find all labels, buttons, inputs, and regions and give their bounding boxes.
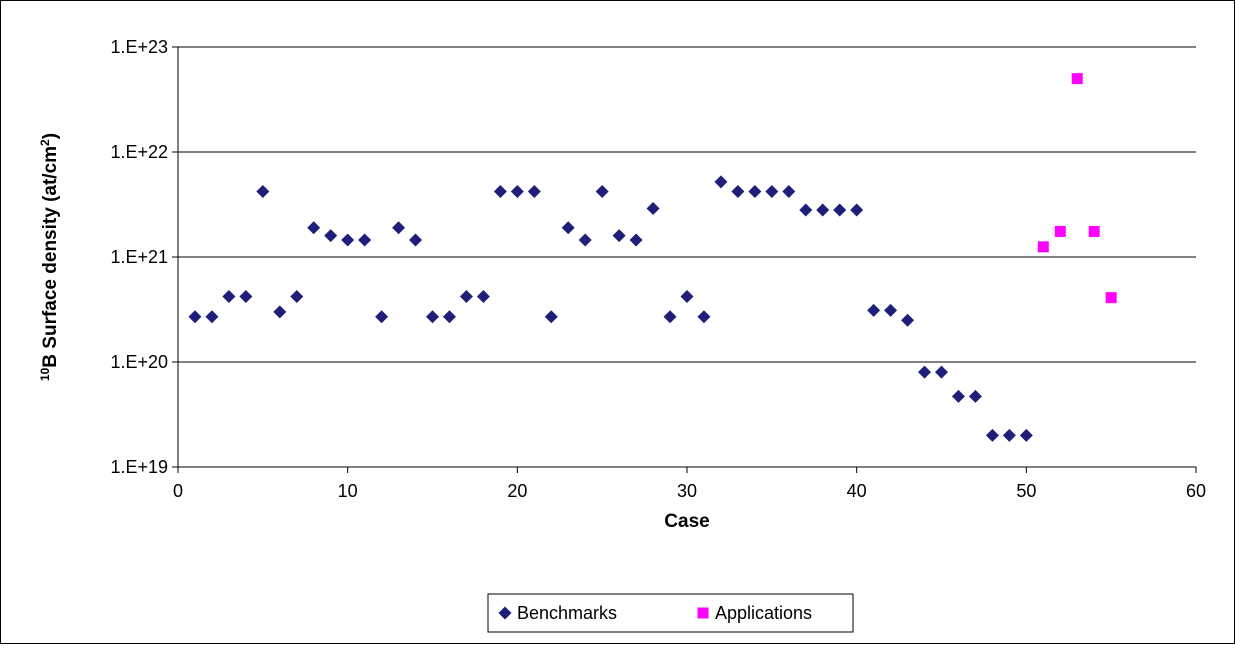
benchmarks-point (239, 290, 253, 304)
benchmarks-point (188, 310, 202, 324)
gridlines (178, 46, 1196, 363)
benchmarks-point (629, 233, 643, 247)
y-tick-label: 1.E+19 (110, 457, 168, 477)
legend-item-benchmarks: Benchmarks (498, 603, 617, 623)
benchmarks-point (222, 290, 236, 304)
x-tick-label: 30 (677, 481, 697, 501)
benchmarks-point (731, 185, 745, 199)
benchmarks-point (748, 185, 762, 199)
benchmarks-point (765, 185, 779, 199)
benchmarks-point (409, 233, 423, 247)
benchmarks-point (205, 310, 219, 324)
benchmarks-point (935, 365, 948, 379)
benchmarks-point (680, 290, 694, 304)
y-axis-title-main: B Surface density (at/cm (40, 146, 61, 368)
benchmarks-point (358, 233, 372, 247)
y-tick-label: 1.E+23 (110, 37, 168, 57)
benchmarks-point (612, 229, 626, 243)
benchmarks-point (527, 185, 541, 199)
legend: Benchmarks Applications (487, 593, 854, 633)
benchmarks-point (307, 221, 321, 235)
legend-label-benchmarks: Benchmarks (517, 603, 617, 623)
legend-marker-benchmarks (498, 606, 512, 620)
benchmarks-point (273, 305, 287, 319)
legend-label-applications: Applications (715, 603, 812, 623)
benchmarks-point (1019, 428, 1033, 442)
benchmarks-point (324, 229, 338, 243)
benchmarks-point (442, 310, 456, 324)
benchmarks-point (799, 203, 813, 217)
benchmarks-point (426, 310, 439, 324)
x-tick-label: 60 (1186, 481, 1206, 501)
axes: 1.E+19 1.E+20 1.E+21 1.E+22 1.E+23 0 10 20 30 40 5… (110, 37, 1206, 501)
y-axis-title-unit-exp: 2 (38, 139, 52, 146)
benchmarks-point (968, 389, 982, 403)
benchmarks-point (901, 313, 915, 327)
y-axis-title-prefix: 10 (38, 367, 52, 381)
benchmarks-point (375, 310, 389, 324)
x-tick-label: 10 (338, 481, 358, 501)
benchmarks-point (867, 303, 881, 317)
legend-marker-applications (697, 607, 709, 619)
benchmarks-point (782, 185, 796, 199)
legend-box (487, 593, 854, 633)
y-tick-label: 1.E+21 (110, 247, 168, 267)
data-points (188, 73, 1117, 442)
benchmarks-point (476, 290, 490, 304)
benchmarks-point (663, 310, 677, 324)
benchmarks-point (816, 203, 830, 217)
benchmarks-point (697, 310, 711, 324)
x-tick-label: 20 (507, 481, 527, 501)
applications-point (1088, 225, 1100, 237)
y-tick-label: 1.E+20 (110, 352, 168, 372)
benchmarks-point (561, 221, 575, 235)
benchmarks-point (918, 365, 932, 379)
x-tick-label: 0 (173, 481, 183, 501)
y-axis-title-close: ) (40, 133, 61, 139)
benchmarks-point (850, 203, 864, 217)
x-tick-label: 40 (847, 481, 867, 501)
benchmarks-point (493, 185, 507, 199)
benchmarks-point (459, 290, 473, 304)
benchmarks-point (646, 201, 660, 215)
benchmarks-point (985, 428, 999, 442)
benchmarks-point (392, 221, 406, 235)
benchmarks-point (290, 290, 304, 304)
applications-point (1037, 241, 1049, 253)
benchmarks-point (884, 303, 898, 317)
benchmarks-point (1002, 428, 1016, 442)
legend-item-applications: Applications (697, 603, 812, 623)
x-tick-label: 50 (1016, 481, 1036, 501)
y-axis-title: 10B Surface density (at/cm2) (38, 133, 61, 381)
y-tick-label: 1.E+22 (110, 142, 168, 162)
applications-point (1071, 73, 1083, 85)
benchmarks-point (341, 233, 355, 247)
benchmarks-point (256, 185, 270, 199)
benchmarks-point (510, 185, 524, 199)
benchmarks-point (578, 233, 592, 247)
benchmarks-point (714, 175, 728, 189)
x-axis-title: Case (664, 511, 709, 532)
benchmarks-point (951, 389, 965, 403)
applications-point (1105, 292, 1117, 304)
legend-items: Benchmarks Applications (498, 603, 812, 623)
benchmarks-point (833, 203, 847, 217)
benchmarks-point (544, 310, 558, 324)
applications-point (1054, 225, 1066, 237)
benchmarks-point (595, 185, 609, 199)
